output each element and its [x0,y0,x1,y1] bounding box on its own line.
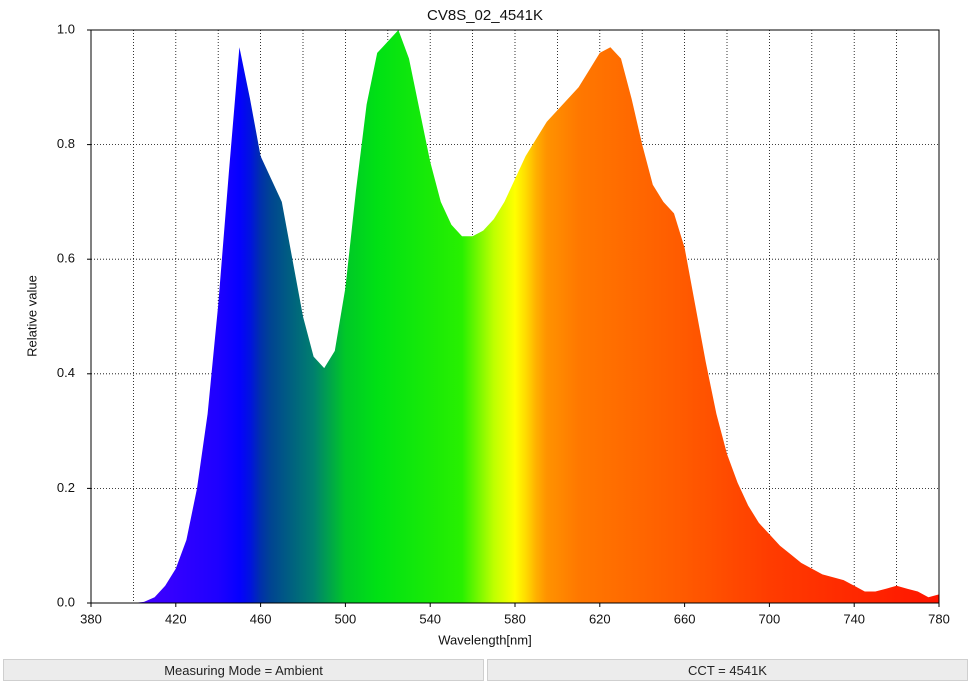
x-tick-label: 460 [250,611,272,626]
x-tick-label: 380 [80,611,102,626]
status-cct: CCT = 4541K [487,659,968,681]
x-tick-label: 540 [419,611,441,626]
y-tick-label: 0.6 [57,251,75,266]
x-tick-label: 500 [335,611,357,626]
y-tick-label: 1.0 [57,21,75,36]
x-tick-label: 780 [928,611,950,626]
y-tick-label: 0.2 [57,480,75,495]
y-tick-label: 0.4 [57,365,75,380]
chart-title: CV8S_02_4541K [427,7,543,24]
y-axis-label: Relative value [24,275,39,357]
x-tick-label: 660 [674,611,696,626]
y-tick-label: 0.8 [57,136,75,151]
spectrum-area [133,30,939,603]
status-mode: Measuring Mode = Ambient [3,659,484,681]
x-tick-label: 420 [165,611,187,626]
x-tick-label: 620 [589,611,611,626]
chart: CV8S_02_4541K Wavelength[nm] Relative va… [24,7,950,647]
x-axis-label: Wavelength[nm] [438,632,531,647]
x-tick-label: 580 [504,611,526,626]
x-tick-label: 740 [843,611,865,626]
x-tick-label: 700 [759,611,781,626]
y-tick-label: 0.0 [57,594,75,609]
